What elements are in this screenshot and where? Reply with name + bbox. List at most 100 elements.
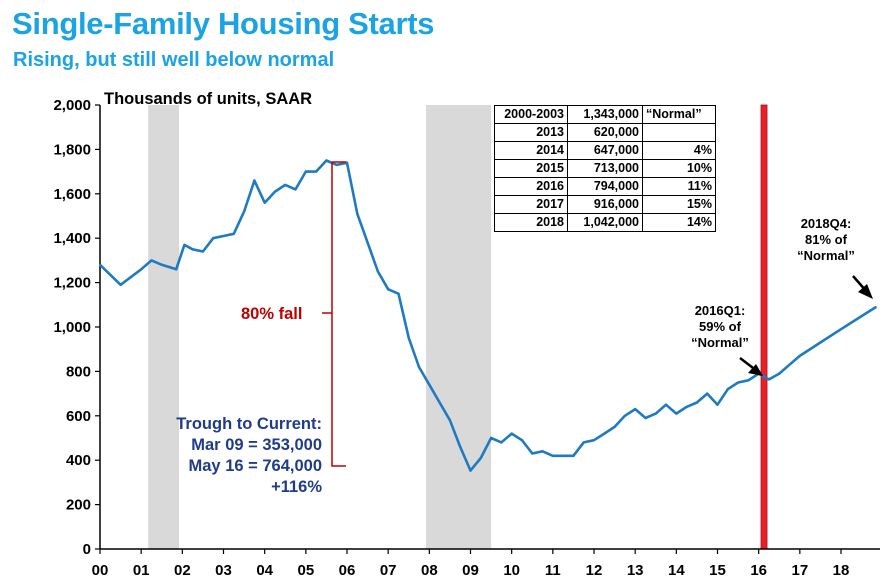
data-point (798, 354, 801, 357)
data-point (335, 164, 338, 166)
x-tick-label: 12 (586, 562, 603, 579)
table-cell: 2017 (494, 195, 568, 214)
fall-bracket (322, 161, 346, 467)
data-point (768, 378, 770, 381)
current-marker (760, 104, 768, 550)
data-point (572, 454, 575, 457)
data-point (418, 366, 420, 368)
data-point (819, 341, 822, 344)
y-tick-label: 0 (83, 541, 91, 558)
table-cell: 647,000 (567, 141, 643, 160)
q4-arrow-icon (852, 275, 873, 299)
y-tick-label: 1,200 (53, 275, 91, 292)
trough-line: Trough to Current: (176, 415, 322, 433)
x-tick-label: 03 (215, 562, 232, 579)
marker-bar (760, 104, 768, 550)
data-point (706, 392, 709, 395)
data-point (500, 441, 503, 444)
recession-bands (148, 105, 492, 549)
data-point (623, 414, 626, 417)
q1-note-line: “Normal” (691, 335, 749, 350)
x-tick-label: 13 (627, 562, 644, 579)
fall-label: 80% fall (241, 305, 302, 323)
q4-note: 2018Q4: 81% of “Normal” (786, 216, 866, 264)
table-cell: 2018 (494, 213, 568, 232)
page-title: Single-Family Housing Starts (12, 6, 435, 41)
x-tick-label: 18 (833, 562, 850, 579)
data-point (274, 190, 276, 193)
table-row: 2016 794,000 11% (494, 177, 716, 196)
table-cell: 1,042,000 (567, 213, 643, 232)
x-tick-label: 16 (750, 562, 767, 579)
x-tick-label: 01 (133, 562, 150, 579)
table-cell: 620,000 (567, 123, 643, 142)
recession-band (148, 105, 180, 549)
x-tick-label: 15 (709, 562, 726, 579)
data-point (99, 263, 101, 266)
data-point (428, 383, 431, 386)
data-point (582, 441, 585, 444)
data-point (459, 445, 462, 448)
data-point (356, 212, 359, 215)
page-subtitle: Rising, but still well below normal (13, 49, 335, 71)
x-tick-label: 05 (297, 562, 314, 579)
trough-line: Mar 09 = 353,000 (191, 436, 322, 454)
data-point (551, 454, 554, 457)
table-cell: 1,343,000 (567, 105, 643, 124)
data-point (160, 263, 163, 266)
data-point (541, 450, 544, 453)
trough-note: Trough to Current: Mar 09 = 353,000 May … (150, 414, 322, 498)
data-point (521, 439, 523, 442)
x-tick-label: 02 (174, 562, 191, 579)
data-point (397, 292, 400, 295)
table-row: 2014 647,000 4% (494, 141, 716, 160)
table-row: 2017 916,000 15% (494, 195, 716, 214)
data-point (665, 403, 667, 406)
x-tick-label: 07 (380, 562, 397, 579)
data-point (593, 439, 595, 442)
y-tick-label: 2,000 (53, 97, 91, 114)
table-cell: 2015 (494, 159, 568, 178)
table-cell: 11% (642, 177, 716, 196)
y-tick-label: 1,000 (53, 319, 91, 336)
data-point (263, 201, 266, 204)
data-point (510, 432, 513, 435)
trough-line: May 16 = 764,000 (188, 457, 322, 475)
x-tick-label: 17 (791, 562, 808, 579)
data-point (387, 288, 390, 291)
data-point (634, 408, 637, 411)
data-point (140, 268, 143, 271)
table-row: 2018 1,042,000 14% (494, 213, 716, 232)
data-point (469, 469, 472, 472)
x-tick-label: 00 (92, 562, 109, 579)
x-axis-ticks: 00 01 02 03 04 05 06 07 08 09 10 11 12 13 14 15 16 17 18 (92, 549, 850, 579)
table-cell: 2013 (494, 123, 568, 142)
data-point (212, 237, 215, 240)
data-point (183, 243, 186, 246)
q1-arrow-icon (739, 357, 763, 376)
data-point (119, 283, 122, 286)
x-tick-label: 09 (462, 562, 479, 579)
table-cell: 4% (642, 141, 716, 160)
y-axis-label: Thousands of units, SAAR (104, 90, 312, 108)
data-point (202, 250, 204, 253)
table-cell: “Normal” (642, 105, 716, 124)
data-point (346, 161, 348, 164)
y-tick-label: 1,600 (53, 186, 91, 203)
data-point (644, 417, 647, 419)
y-axis-ticks: 0 200 400 600 800 1,000 1,200 1,400 1,600 1,800 2,… (53, 97, 100, 558)
data-point (531, 452, 534, 455)
table-cell (642, 123, 716, 142)
data-point (315, 170, 318, 173)
table-cell: 916,000 (567, 195, 643, 214)
table-cell: 2016 (494, 177, 568, 196)
data-point (613, 426, 616, 428)
data-point (726, 388, 729, 391)
data-point (175, 268, 178, 271)
q4-note-line: 2018Q4: (800, 216, 852, 231)
x-tick-label: 08 (421, 562, 438, 579)
x-tick-label: 11 (545, 562, 561, 579)
data-point (716, 403, 719, 406)
q4-note-line: 81% of (805, 232, 847, 247)
